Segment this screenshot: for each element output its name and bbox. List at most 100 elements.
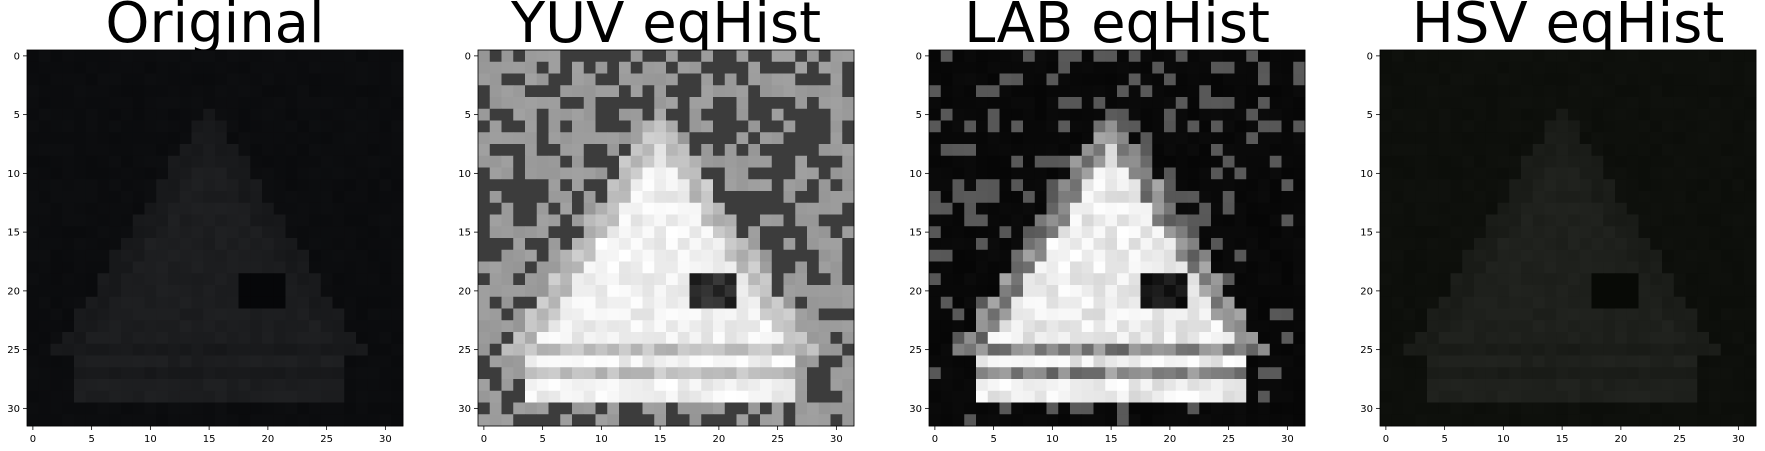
image-pixel: [1058, 73, 1071, 86]
image-pixel: [1532, 343, 1545, 356]
image-pixel: [1105, 355, 1118, 368]
image-pixel: [1497, 132, 1510, 145]
image-pixel: [1638, 61, 1651, 74]
image-pixel: [1556, 249, 1569, 262]
image-pixel: [929, 414, 942, 427]
image-pixel: [1011, 355, 1024, 368]
image-pixel: [285, 249, 298, 262]
image-pixel: [952, 132, 965, 145]
image-pixel: [1485, 97, 1498, 110]
image-pixel: [795, 61, 808, 74]
image-pixel: [830, 390, 843, 403]
image-pixel: [501, 155, 514, 168]
image-pixel: [701, 73, 714, 86]
image-pixel: [1093, 249, 1106, 262]
image-pixel: [203, 343, 216, 356]
image-pixel: [226, 214, 239, 227]
image-pixel: [1427, 97, 1440, 110]
image-pixel: [795, 379, 808, 392]
image-pixel: [1034, 343, 1047, 356]
image-pixel: [1732, 97, 1745, 110]
image-pixel: [1509, 85, 1522, 98]
image-pixel: [273, 355, 286, 368]
image-pixel: [1152, 249, 1165, 262]
image-pixel: [1046, 308, 1059, 321]
image-pixel: [1532, 108, 1545, 121]
image-pixel: [1152, 296, 1165, 309]
image-pixel: [677, 61, 690, 74]
image-pixel: [1709, 50, 1722, 63]
image-pixel: [1697, 367, 1710, 380]
image-pixel: [367, 73, 380, 86]
image-pixel: [748, 355, 761, 368]
image-pixel: [1211, 355, 1224, 368]
image-pixel: [1211, 226, 1224, 239]
image-pixel: [1697, 85, 1710, 98]
image-pixel: [226, 343, 239, 356]
image-pixel: [109, 191, 122, 204]
image-pixel: [713, 61, 726, 74]
image-pixel: [1732, 73, 1745, 86]
image-pixel: [1222, 226, 1235, 239]
image-pixel: [1046, 132, 1059, 145]
image-pixel: [1070, 61, 1083, 74]
image-pixel: [1709, 332, 1722, 345]
image-pixel: [1626, 296, 1639, 309]
image-pixel: [74, 97, 87, 110]
image-pixel: [62, 273, 75, 286]
image-pixel: [1140, 249, 1153, 262]
image-pixel: [572, 73, 585, 86]
image-pixel: [952, 144, 965, 157]
image-pixel: [1662, 214, 1675, 227]
image-pixel: [1744, 402, 1757, 415]
image-pixel: [250, 249, 263, 262]
image-pixel: [1117, 202, 1130, 215]
image-pixel: [191, 214, 204, 227]
image-pixel: [1293, 320, 1306, 333]
image-pixel: [1603, 414, 1616, 427]
image-pixel: [513, 249, 526, 262]
image-pixel: [1234, 414, 1247, 427]
image-pixel: [513, 226, 526, 239]
image-pixel: [1403, 155, 1416, 168]
image-pixel: [771, 132, 784, 145]
image-pixel: [1403, 108, 1416, 121]
image-pixel: [297, 144, 310, 157]
image-pixel: [783, 296, 796, 309]
image-pixel: [736, 179, 749, 192]
image-pixel: [619, 296, 632, 309]
x-tick-label: 30: [830, 434, 843, 445]
image-pixel: [144, 132, 157, 145]
image-pixel: [332, 73, 345, 86]
image-pixel: [1293, 132, 1306, 145]
image-pixel: [736, 273, 749, 286]
image-pixel: [1568, 238, 1581, 251]
image-pixel: [1391, 85, 1404, 98]
image-pixel: [309, 50, 322, 63]
image-pixel: [391, 202, 404, 215]
image-pixel: [999, 355, 1012, 368]
image-pixel: [548, 97, 561, 110]
image-pixel: [513, 379, 526, 392]
image-pixel: [250, 402, 263, 415]
image-pixel: [513, 261, 526, 274]
image-pixel: [642, 285, 655, 298]
image-pixel: [1450, 120, 1463, 133]
image-pixel: [1293, 238, 1306, 251]
image-pixel: [50, 296, 63, 309]
image-pixel: [1697, 273, 1710, 286]
image-pixel: [677, 120, 690, 133]
image-pixel: [1615, 367, 1628, 380]
image-pixel: [1521, 132, 1534, 145]
image-pixel: [1175, 179, 1188, 192]
image-pixel: [677, 355, 690, 368]
image-pixel: [1438, 214, 1451, 227]
image-pixel: [929, 261, 942, 274]
image-pixel: [807, 167, 820, 180]
image-pixel: [1269, 343, 1282, 356]
image-pixel: [689, 202, 702, 215]
image-pixel: [1532, 296, 1545, 309]
image-pixel: [619, 343, 632, 356]
image-pixel: [1673, 308, 1686, 321]
image-pixel: [607, 191, 620, 204]
